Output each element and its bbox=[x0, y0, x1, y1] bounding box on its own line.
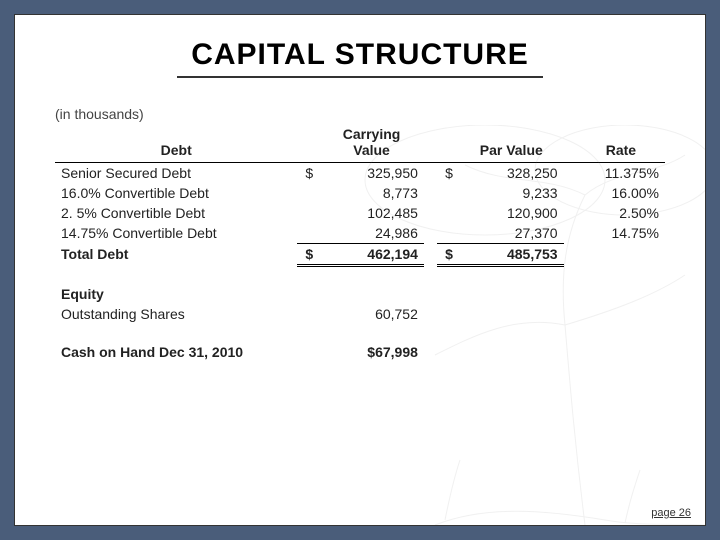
header-carrying: Carrying Value bbox=[319, 124, 424, 163]
total-label: Total Debt bbox=[55, 244, 297, 266]
equity-label: Outstanding Shares bbox=[55, 304, 297, 324]
total-debt-row: Total Debt $ 462,194 $ 485,753 bbox=[55, 244, 665, 266]
page-number: page 26 bbox=[651, 507, 691, 519]
header-blank bbox=[424, 124, 437, 163]
header-blank bbox=[297, 124, 319, 163]
header-blank bbox=[564, 124, 577, 163]
slide-frame: CAPITAL STRUCTURE (in thousands) Debt Ca… bbox=[0, 0, 720, 540]
cash-value: $67,998 bbox=[319, 342, 424, 362]
header-debt: Debt bbox=[55, 124, 297, 163]
equity-row: Outstanding Shares 60,752 bbox=[55, 304, 665, 324]
row-label: 2. 5% Convertible Debt bbox=[55, 203, 297, 223]
capital-structure-table: Debt Carrying Value Par Value Rate Senio… bbox=[55, 124, 665, 362]
table-row: 16.0% Convertible Debt 8,773 9,233 16.00… bbox=[55, 183, 665, 203]
table-row: Senior Secured Debt $ 325,950 $ 328,250 … bbox=[55, 163, 665, 184]
currency-symbol bbox=[437, 223, 459, 244]
header-blank bbox=[437, 124, 459, 163]
par-value: 120,900 bbox=[459, 203, 564, 223]
rate-value: 14.75% bbox=[577, 223, 665, 244]
title-underline bbox=[177, 76, 543, 78]
header-rate: Rate bbox=[577, 124, 665, 163]
equity-header: Equity bbox=[55, 284, 297, 304]
currency-symbol: $ bbox=[297, 244, 319, 266]
row-label: 16.0% Convertible Debt bbox=[55, 183, 297, 203]
equity-value: 60,752 bbox=[319, 304, 424, 324]
currency-symbol bbox=[297, 183, 319, 203]
par-value: 9,233 bbox=[459, 183, 564, 203]
par-value: 27,370 bbox=[459, 223, 564, 244]
currency-symbol: $ bbox=[437, 244, 459, 266]
carrying-value: 24,986 bbox=[319, 223, 424, 244]
total-carrying: 462,194 bbox=[319, 244, 424, 266]
header-par: Par Value bbox=[459, 124, 564, 163]
slide-content: CAPITAL STRUCTURE (in thousands) Debt Ca… bbox=[14, 14, 706, 526]
row-label: 14.75% Convertible Debt bbox=[55, 223, 297, 244]
cash-label: Cash on Hand Dec 31, 2010 bbox=[55, 342, 297, 362]
row-label: Senior Secured Debt bbox=[55, 163, 297, 184]
currency-symbol bbox=[297, 203, 319, 223]
rate-value: 11.375% bbox=[577, 163, 665, 184]
carrying-value: 8,773 bbox=[319, 183, 424, 203]
slide-title: CAPITAL STRUCTURE bbox=[55, 38, 665, 72]
par-value: 328,250 bbox=[459, 163, 564, 184]
carrying-value: 325,950 bbox=[319, 163, 424, 184]
equity-header-row: Equity bbox=[55, 284, 665, 304]
currency-symbol: $ bbox=[297, 163, 319, 184]
carrying-value: 102,485 bbox=[319, 203, 424, 223]
table-header-row: Debt Carrying Value Par Value Rate bbox=[55, 124, 665, 163]
currency-symbol bbox=[437, 183, 459, 203]
rate-value: 2.50% bbox=[577, 203, 665, 223]
table-row: 14.75% Convertible Debt 24,986 27,370 14… bbox=[55, 223, 665, 244]
rate-value: 16.00% bbox=[577, 183, 665, 203]
currency-symbol: $ bbox=[437, 163, 459, 184]
currency-symbol bbox=[297, 223, 319, 244]
currency-symbol bbox=[437, 203, 459, 223]
units-note: (in thousands) bbox=[55, 106, 665, 122]
cash-row: Cash on Hand Dec 31, 2010 $67,998 bbox=[55, 342, 665, 362]
table-row: 2. 5% Convertible Debt 102,485 120,900 2… bbox=[55, 203, 665, 223]
total-par: 485,753 bbox=[459, 244, 564, 266]
